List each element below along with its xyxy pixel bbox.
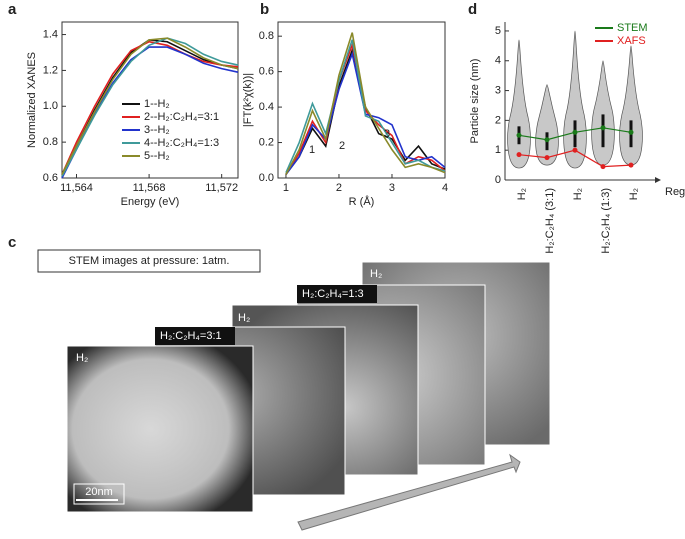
y-tick-label: 0: [495, 174, 501, 186]
violin: [591, 60, 615, 166]
point: [572, 147, 578, 153]
legend-label: 1--H₂: [144, 98, 170, 110]
y-tick-label: 1: [495, 144, 501, 156]
point: [544, 155, 550, 161]
x-category-label: H₂:C₂H₄ (1:3): [600, 188, 612, 254]
annotation: 2: [339, 140, 345, 152]
violin: [563, 30, 587, 169]
y-tick-label: 0.4: [259, 101, 274, 113]
legend-label: 4--H₂:C₂H₄=1:3: [144, 137, 219, 149]
point: [628, 129, 634, 135]
y-tick-label: 5: [495, 25, 501, 37]
panel-label: d: [468, 1, 477, 18]
x-tick-label: 1: [283, 182, 289, 194]
y-tick-label: 3: [495, 84, 501, 96]
point: [544, 137, 550, 143]
axis-arrow: [655, 177, 661, 183]
stem-caption: STEM images at pressure: 1atm.: [69, 255, 230, 267]
y-axis-label: Particle size (nm): [469, 59, 481, 144]
point: [600, 164, 606, 170]
arrow: [297, 453, 521, 531]
series-line: [61, 37, 239, 175]
scale-bar: 20nm: [85, 486, 113, 498]
y-tick-label: 0.8: [259, 30, 274, 42]
panel-label: b: [260, 1, 269, 18]
violin: [619, 45, 643, 166]
legend-label: 2--H₂:C₂H₄=3:1: [144, 111, 219, 123]
plot-frame: [277, 21, 446, 179]
caption-box: [37, 249, 261, 273]
y-tick-label: 4: [495, 55, 501, 67]
plot-frame: [61, 21, 239, 179]
x-tick-label: 11,572: [205, 182, 238, 194]
point: [600, 125, 606, 131]
panel-label: a: [8, 1, 17, 18]
violin: [535, 84, 559, 166]
y-axis-label: |FT(k²χ(k))|: [242, 73, 254, 127]
y-tick-label: 0.6: [43, 172, 58, 184]
x-tick-label: 3: [389, 182, 395, 194]
stem-label: H₂: [238, 312, 250, 324]
x-category-label: H₂:C₂H₄ (3:1): [544, 188, 556, 254]
stem-image: H₂ 20nm: [66, 345, 254, 513]
y-tick-label: 0.8: [43, 136, 58, 148]
stem-label: H₂: [76, 352, 88, 364]
legend-label: 3--H₂: [144, 124, 170, 136]
y-tick-label: 1.0: [43, 100, 58, 112]
stem-label: H₂:C₂H₄=1:3: [302, 288, 364, 300]
violin: [507, 39, 531, 169]
x-tick-label: 11,568: [133, 182, 166, 194]
y-axis-label: Normalized XANES: [26, 52, 38, 148]
series-line: [61, 37, 239, 177]
y-tick-label: 0.6: [259, 66, 274, 78]
annotation: 3: [384, 128, 390, 140]
x-category-label: H₂: [628, 188, 640, 200]
y-tick-label: 0.2: [259, 136, 274, 148]
x-tick-label: 11,564: [60, 182, 93, 194]
legend-label: 5--H₂: [144, 150, 170, 162]
y-tick-label: 0.0: [259, 172, 274, 184]
x-tick-label: 2: [336, 182, 342, 194]
series-line: [285, 39, 446, 174]
point: [572, 129, 578, 135]
x-tick-label: 4: [442, 182, 448, 194]
legend-label: XAFS: [617, 35, 646, 47]
x-axis-label: Energy (eV): [121, 196, 180, 208]
x-category-label: H₂: [516, 188, 528, 200]
panel-label: c: [8, 234, 16, 251]
point: [628, 162, 634, 168]
x-axis-label: Regime: [665, 186, 685, 198]
y-tick-label: 2: [495, 114, 501, 126]
stem-label: H₂:C₂H₄=3:1: [160, 330, 222, 342]
legend-label: STEM: [617, 22, 648, 34]
x-axis-label: R (Å): [349, 195, 375, 208]
y-tick-label: 1.4: [43, 28, 58, 40]
point: [516, 132, 522, 138]
stem-label: H₂: [370, 268, 382, 280]
series-line: [285, 32, 446, 175]
x-category-label: H₂: [572, 188, 584, 200]
series-line: [61, 40, 239, 175]
annotation: 1: [309, 144, 315, 156]
point: [516, 152, 522, 158]
y-tick-label: 1.2: [43, 64, 58, 76]
